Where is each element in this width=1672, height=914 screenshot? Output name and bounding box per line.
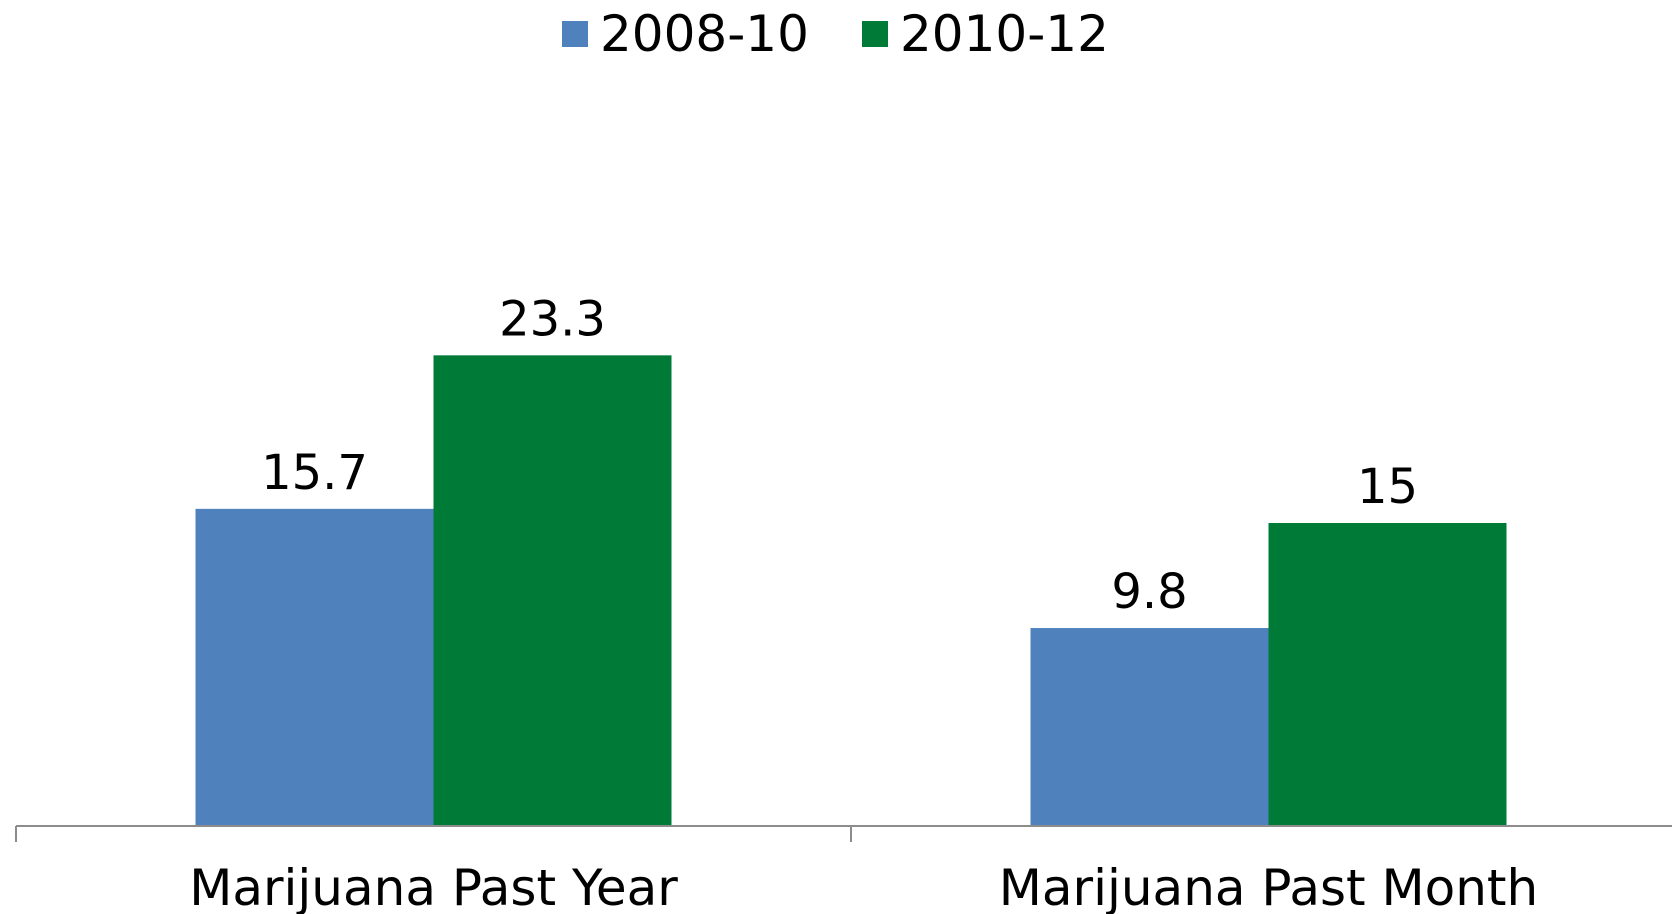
chart-legend: 2008-10 2010-12 — [562, 5, 1109, 63]
value-label-2-2: 15 — [1357, 459, 1418, 515]
bar-group — [195, 355, 1507, 826]
legend-item-1: 2008-10 — [562, 5, 809, 63]
legend-item-2: 2010-12 — [862, 5, 1109, 63]
bar-1-1 — [195, 508, 434, 826]
value-label-1-1: 15.7 — [261, 445, 368, 501]
category-label-1: Marijuana Past Year — [189, 859, 678, 914]
legend-swatch-1 — [562, 21, 588, 47]
x-axis-ticks — [15, 826, 852, 842]
legend-label-2: 2010-12 — [900, 5, 1109, 63]
bar-2-2 — [1268, 523, 1507, 826]
value-label-2-1: 23.3 — [499, 291, 606, 347]
legend-label-1: 2008-10 — [600, 5, 809, 63]
bar-1-2 — [1030, 628, 1269, 826]
bar-2-1 — [433, 355, 672, 826]
legend-swatch-2 — [862, 21, 888, 47]
value-label-group: 15.7 23.3 9.8 15 — [261, 291, 1418, 620]
category-label-2: Marijuana Past Month — [999, 859, 1538, 914]
category-label-group: Marijuana Past Year Marijuana Past Month — [189, 859, 1538, 914]
value-label-1-2: 9.8 — [1111, 564, 1187, 620]
